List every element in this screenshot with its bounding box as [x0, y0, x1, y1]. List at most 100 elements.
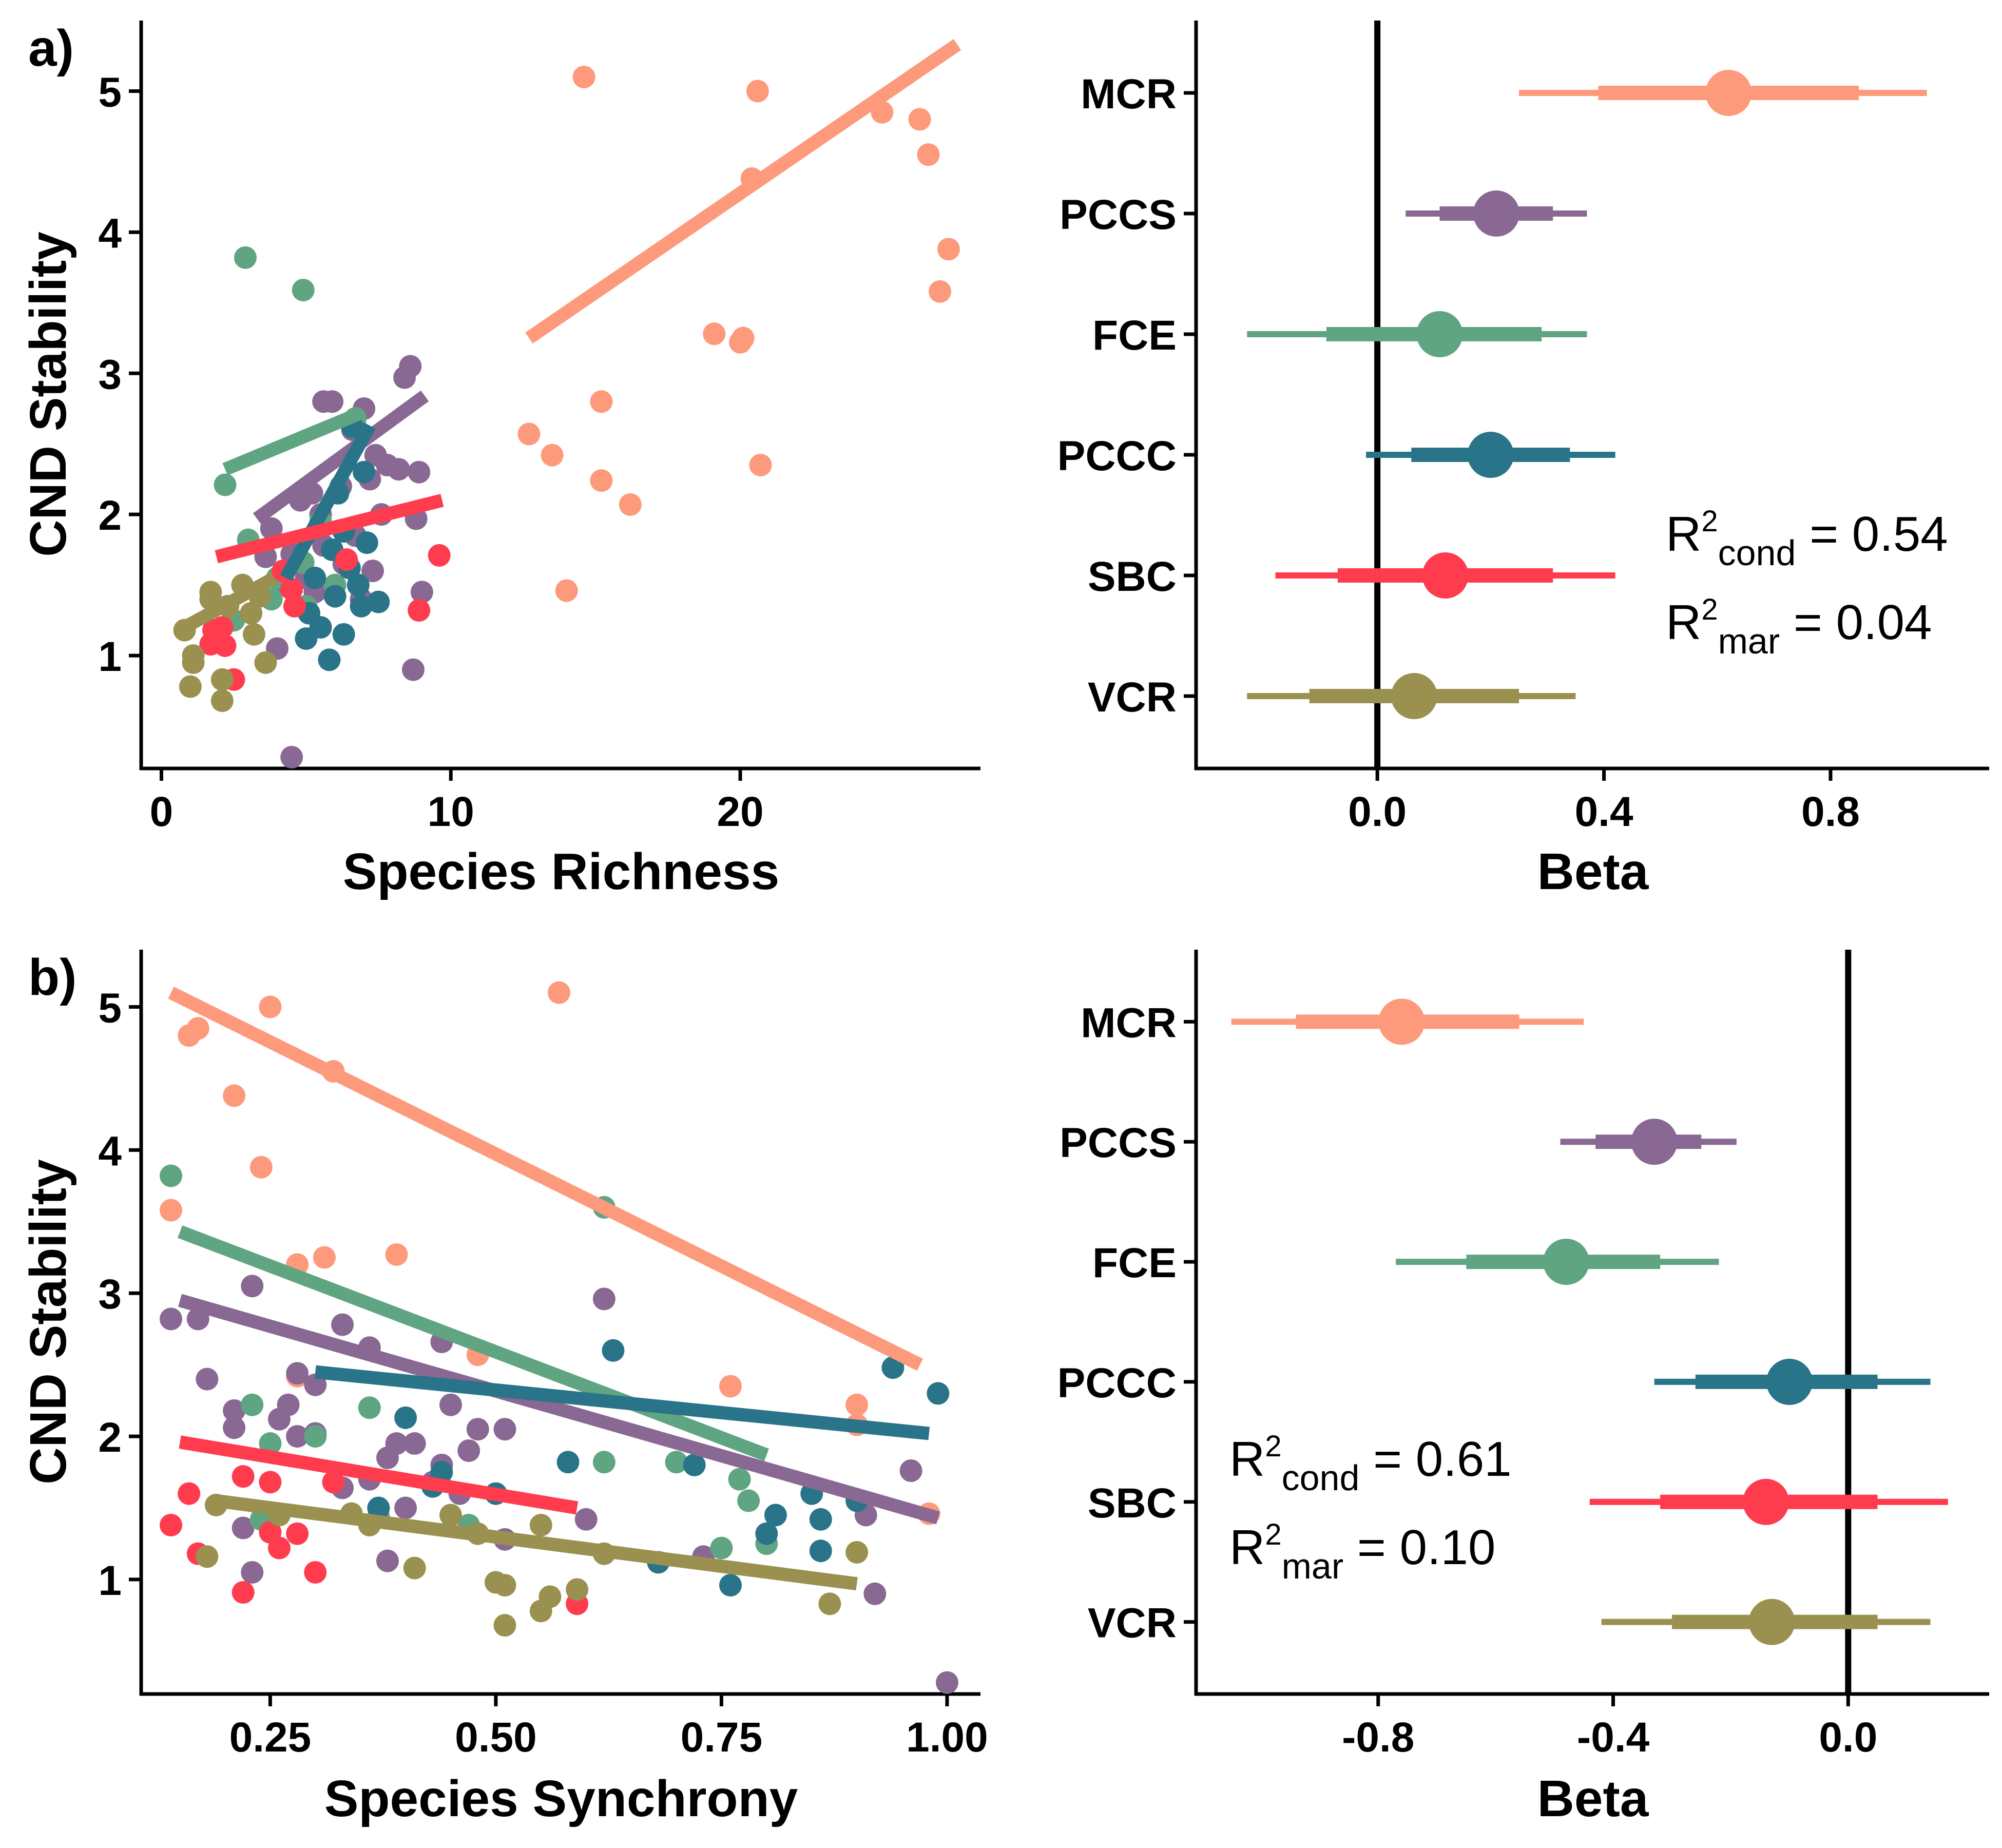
estimate-point-fce — [1416, 311, 1463, 357]
x-tick-label: -0.8 — [1342, 1714, 1414, 1761]
data-point-pccc — [367, 1496, 390, 1519]
y-tick-label: PCCC — [1057, 1360, 1177, 1407]
y-tick-label: 5 — [98, 69, 122, 116]
data-point-mcr — [572, 65, 595, 88]
data-point-fce — [737, 1489, 760, 1512]
panel-a-scatter: a) CND Stability Species Richness 1 2 3 4 5 0… — [20, 20, 980, 900]
fit-line-vcr — [181, 572, 278, 633]
data-point-pccs — [223, 1416, 246, 1439]
data-point-sbc — [210, 616, 234, 639]
x-tick-label: 0.0 — [1348, 788, 1407, 835]
data-point-pccc — [332, 623, 355, 646]
data-point-pccs — [241, 1275, 264, 1298]
data-point-vcr — [493, 1614, 516, 1637]
y-tick-label: FCE — [1092, 312, 1177, 359]
data-point-pccs — [408, 460, 431, 484]
data-point-pccs — [899, 1459, 922, 1482]
x-axis-title: Beta — [1537, 1770, 1649, 1827]
x-tick-label: 1.00 — [906, 1714, 988, 1761]
data-point-pccc — [764, 1504, 787, 1527]
data-point-sbc — [428, 544, 451, 567]
x-tick-label: 0.75 — [681, 1714, 763, 1761]
y-tick-label: FCE — [1092, 1240, 1177, 1286]
data-point-sbc — [286, 1522, 309, 1545]
x-axis-title: Beta — [1537, 843, 1649, 900]
estimate-point-pccc — [1467, 432, 1514, 478]
data-point-pccs — [321, 390, 344, 413]
y-tick-label: 2 — [98, 492, 122, 539]
data-point-pccs — [232, 1516, 255, 1539]
y-tick-label: MCR — [1081, 999, 1177, 1046]
fit-line-sbc — [215, 494, 444, 564]
data-point-pccc — [355, 531, 378, 554]
data-point-pccs — [394, 1496, 417, 1519]
r2-cond-label: R2cond = 0.54 — [1666, 505, 1948, 573]
y-tick-label: VCR — [1088, 674, 1177, 721]
data-point-fce — [358, 1396, 381, 1419]
data-point-pccs — [574, 1508, 598, 1531]
estimate-point-pccs — [1631, 1119, 1678, 1165]
data-point-mcr — [749, 453, 772, 476]
panel-a-forest: Beta R2cond = 0.54 R2mar = 0.04 0.0 0.4 0.… — [1057, 21, 1989, 900]
data-point-pccc — [719, 1574, 742, 1597]
y-tick-label: 1 — [98, 633, 122, 680]
data-point-fce — [160, 1164, 183, 1187]
data-point-sbc — [160, 1513, 183, 1536]
data-point-sbc — [335, 548, 358, 571]
data-point-fce — [214, 473, 237, 496]
data-point-vcr — [242, 623, 265, 646]
x-tick-label: 10 — [428, 788, 474, 835]
data-point-sbc — [199, 633, 222, 656]
estimate-point-vcr — [1748, 1599, 1795, 1645]
data-point-vcr — [179, 675, 202, 698]
data-point-pccs — [466, 1418, 489, 1441]
data-point-pccs — [331, 1313, 354, 1336]
data-point-vcr — [818, 1592, 841, 1615]
fit-line-pccs — [178, 1294, 940, 1525]
data-point-vcr — [254, 651, 277, 674]
r2-mar-label: R2mar = 0.10 — [1229, 1518, 1495, 1586]
r2-mar-label: R2mar = 0.04 — [1666, 593, 1932, 661]
data-point-fce — [728, 1468, 751, 1491]
x-tick-label: -0.4 — [1577, 1714, 1650, 1761]
estimate-point-vcr — [1391, 673, 1437, 719]
data-point-mcr — [555, 579, 578, 602]
data-point-pccs — [260, 517, 283, 540]
data-point-mcr — [917, 143, 940, 166]
data-point-vcr — [403, 1556, 426, 1580]
data-point-mcr — [590, 390, 613, 413]
y-tick-label: PCCS — [1060, 191, 1177, 238]
y-tick-label: 4 — [98, 1128, 122, 1175]
data-point-fce — [292, 279, 315, 302]
y-tick-label: PCCC — [1057, 433, 1177, 479]
data-point-pccc — [683, 1453, 706, 1476]
data-point-pccs — [457, 1439, 480, 1462]
data-point-mcr — [259, 995, 282, 1018]
y-tick-label: PCCS — [1060, 1120, 1177, 1166]
data-point-mcr — [590, 469, 613, 492]
data-point-sbc — [408, 599, 431, 622]
data-point-pccc — [350, 594, 373, 618]
data-point-pccs — [196, 1368, 219, 1391]
data-point-pccs — [286, 1362, 309, 1385]
data-point-sbc — [283, 594, 306, 618]
data-point-vcr — [845, 1541, 869, 1564]
data-point-pccc — [318, 648, 341, 671]
estimate-point-pccc — [1766, 1358, 1813, 1405]
data-point-pccc — [295, 627, 318, 650]
fit-line-mcr — [525, 39, 961, 344]
data-point-pccc — [556, 1451, 580, 1474]
data-point-mcr — [703, 322, 726, 345]
data-point-mcr — [385, 1243, 408, 1266]
data-point-pccs — [592, 1287, 615, 1311]
data-point-pccc — [353, 460, 376, 484]
data-point-vcr — [210, 668, 234, 691]
x-tick-label: 0.0 — [1819, 1714, 1877, 1761]
data-point-pccs — [376, 1446, 399, 1469]
data-point-pccs — [280, 746, 303, 769]
data-point-pccc — [323, 585, 346, 608]
data-point-pccs — [286, 1425, 309, 1448]
y-tick-label: 5 — [98, 985, 122, 1032]
data-point-pccs — [410, 581, 433, 604]
data-point-mcr — [746, 80, 769, 103]
